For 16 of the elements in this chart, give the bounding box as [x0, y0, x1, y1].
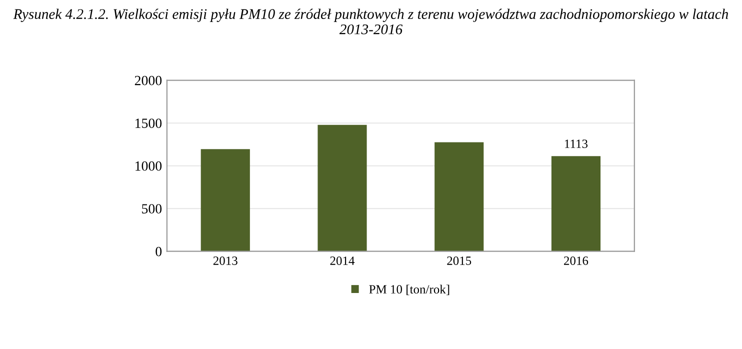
bar	[434, 142, 484, 252]
data-label: 1113	[565, 140, 588, 148]
y-tick-label: 1000	[136, 161, 162, 171]
x-tick-label: 2015	[447, 256, 472, 265]
chart-title: Rysunek 4.2.1.2. Wielkości emisji pyłu PM10 ze źródeł punktowych z terenu województwa zachodniopomorskiego w latach 2013-2016	[13, 8, 728, 34]
bar	[551, 156, 601, 252]
bar	[318, 124, 367, 252]
bar	[200, 149, 250, 252]
y-tick-label: 500	[142, 204, 162, 214]
x-tick-label: 2013	[213, 256, 238, 265]
y-tick-label: 1500	[136, 118, 162, 128]
y-tick-label: 2000	[134, 76, 162, 86]
x-tick-label: 2014	[330, 256, 355, 265]
y-tick-label: 0	[156, 246, 162, 256]
legend-label: PM 10 [ton/rok]	[369, 284, 450, 296]
x-tick-label: 2016	[564, 256, 588, 265]
